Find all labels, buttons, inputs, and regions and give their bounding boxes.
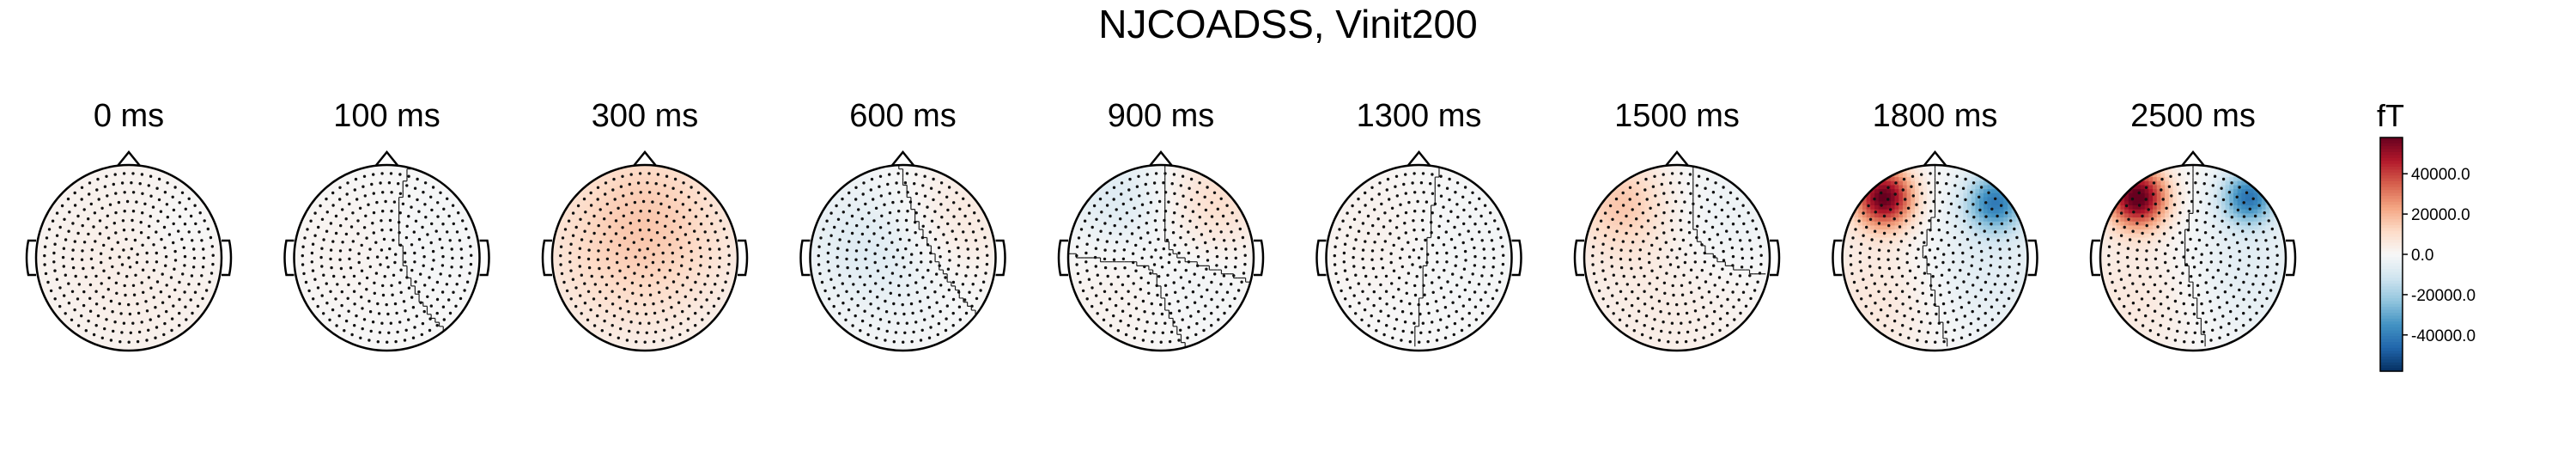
head-outline	[1066, 163, 1255, 352]
left-ear-outline	[1832, 239, 1843, 277]
panel-title: 1800 ms	[1873, 98, 1998, 134]
colorbar-gradient	[2380, 137, 2403, 372]
right-ear-outline	[1511, 239, 1522, 277]
colorbar: fT 40000.0 20000.0 0.0 -20000.0 -40000.0	[2377, 98, 2476, 372]
colorbar-tick-label: -40000.0	[2411, 327, 2476, 345]
right-ear-outline	[1254, 239, 1265, 277]
nose-outline	[1665, 150, 1689, 167]
left-ear-outline	[1315, 239, 1327, 277]
right-ear-outline	[2286, 239, 2297, 277]
panel-title: 300 ms	[592, 98, 699, 134]
left-ear-outline	[1573, 239, 1584, 277]
panel-title: 900 ms	[1108, 98, 1215, 134]
nose-outline	[117, 150, 141, 167]
head-outline	[2099, 163, 2287, 352]
panel-title: 1300 ms	[1357, 98, 1482, 134]
panel-title: 600 ms	[849, 98, 957, 134]
sensor-dots	[43, 172, 215, 344]
colorbar-tick-label: -20000.0	[2411, 287, 2476, 305]
figure-title: NJCOADSS, Vinit200	[1098, 2, 1477, 46]
topomap-panel: 1300 ms	[1315, 98, 1522, 352]
topomap-panel: 0 ms	[25, 98, 233, 352]
head-outline	[293, 163, 481, 352]
left-ear-outline	[799, 239, 811, 277]
nose-outline	[2181, 150, 2205, 167]
left-ear-outline	[283, 239, 295, 277]
left-ear-outline	[541, 239, 552, 277]
nose-outline	[890, 150, 915, 167]
topomap-panel: 1500 ms	[1573, 98, 1781, 352]
colorbar-tick-label: 20000.0	[2411, 206, 2470, 224]
nose-outline	[1149, 150, 1173, 167]
sensor-dots	[559, 172, 731, 344]
nose-outline	[1923, 150, 1947, 167]
sensor-dots	[1849, 172, 2021, 344]
sensor-dots	[1075, 172, 1247, 344]
panel-title: 2500 ms	[2130, 98, 2256, 134]
right-ear-outline	[479, 239, 490, 277]
colorbar-tick-label: 0.0	[2411, 247, 2433, 265]
panel-title: 0 ms	[94, 98, 164, 134]
left-ear-outline	[25, 239, 36, 277]
head-outline	[34, 163, 223, 352]
nose-outline	[633, 150, 657, 167]
nose-outline	[374, 150, 399, 167]
colorbar-unit-label: fT	[2377, 98, 2404, 133]
left-ear-outline	[2089, 239, 2100, 277]
sensor-dots	[2107, 172, 2279, 344]
topomap-panel: 900 ms	[1057, 98, 1265, 352]
right-ear-outline	[1770, 239, 1781, 277]
left-ear-outline	[1057, 239, 1068, 277]
colorbar-tick-label: 40000.0	[2411, 166, 2470, 184]
right-ear-outline	[222, 239, 233, 277]
topomap-panel: 300 ms	[541, 98, 749, 352]
head-outline	[1583, 163, 1771, 352]
sensor-dots	[817, 172, 989, 344]
topomap-panel: 600 ms	[799, 98, 1006, 352]
right-ear-outline	[738, 239, 749, 277]
sensor-dots	[301, 172, 473, 344]
right-ear-outline	[995, 239, 1006, 277]
head-outline	[809, 163, 997, 352]
topomap-panels: 0 ms 100 ms 300 ms 600 ms 900 ms 1300 ms 1500 …	[25, 98, 2297, 352]
right-ear-outline	[2027, 239, 2038, 277]
head-outline	[1325, 163, 1513, 352]
topomap-panel: 2500 ms	[2089, 98, 2297, 352]
head-outline	[550, 163, 739, 352]
panel-title: 1500 ms	[1614, 98, 1740, 134]
panel-title: 100 ms	[333, 98, 440, 134]
topomap-panel: 100 ms	[283, 98, 490, 352]
sensor-dots	[1591, 172, 1763, 344]
topomap-panel: 1800 ms	[1832, 98, 2038, 352]
nose-outline	[1406, 150, 1431, 167]
head-outline	[1841, 163, 2029, 352]
sensor-dots	[1333, 172, 1505, 344]
